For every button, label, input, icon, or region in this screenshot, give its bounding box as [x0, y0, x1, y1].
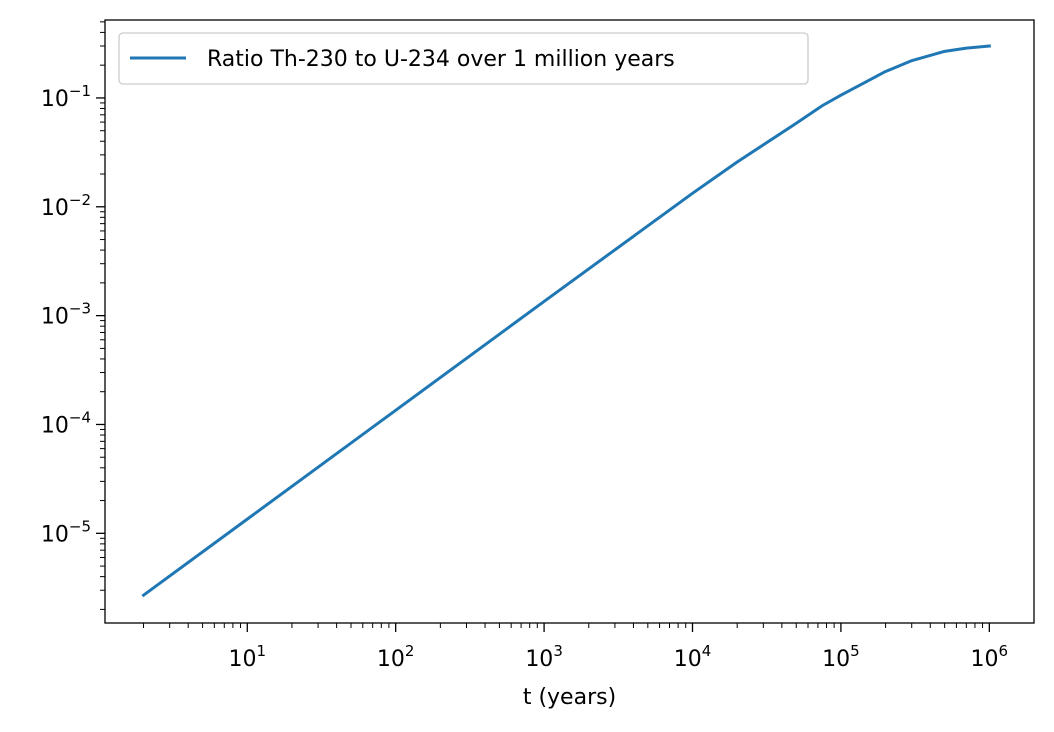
y-tick-label: 10−3	[41, 300, 91, 330]
legend-box	[118, 32, 809, 85]
x-tick-label: 106	[971, 642, 1009, 672]
y-tick-label: 10−2	[41, 191, 91, 221]
legend-label: Ratio Th-230 to U-234 over 1 million yea…	[207, 47, 675, 72]
y-major-ticks: 10−5 10−4 10−3 10−2 10−1	[41, 82, 105, 547]
series-line-0	[141, 44, 991, 598]
x-major-ticks: 101 102 103 104 105 106	[228, 623, 1008, 672]
x-tick-label: 103	[525, 642, 563, 672]
y-minor-ticks	[100, 21, 105, 610]
x-tick-label: 102	[377, 642, 415, 672]
series-group	[141, 44, 991, 598]
x-axis-label: t (years)	[523, 685, 616, 710]
y-tick-label: 10−1	[41, 82, 91, 112]
x-minor-ticks	[143, 623, 984, 628]
y-tick-label: 10−4	[41, 408, 91, 438]
y-tick-label: 10−5	[41, 517, 91, 547]
plot-frame	[104, 19, 1035, 624]
x-tick-label: 105	[822, 642, 860, 672]
x-tick-label: 104	[674, 642, 712, 672]
x-tick-label: 101	[228, 642, 266, 672]
legend: Ratio Th-230 to U-234 over 1 million yea…	[118, 32, 809, 85]
